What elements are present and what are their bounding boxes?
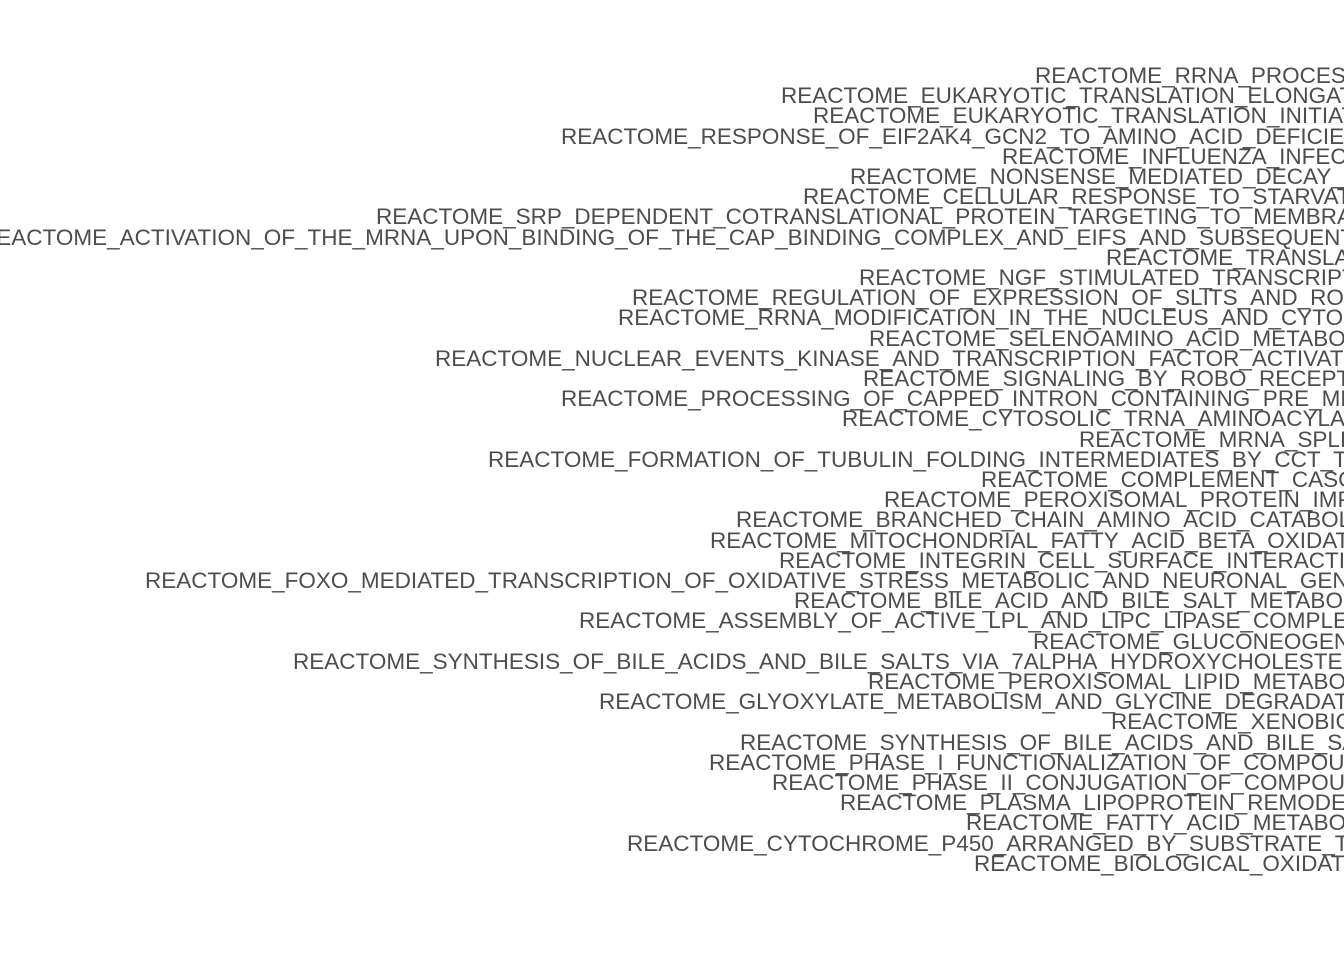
y-tick-label: REACTOME_SIGNALING_BY_ROBO_RECEPTORS <box>863 366 1344 391</box>
y-tick-label: REACTOME_NUCLEAR_EVENTS_KINASE_AND_TRANS… <box>435 345 1344 371</box>
y-tick-label: REACTOME_CYTOSOLIC_TRNA_AMINOACYLATION <box>842 406 1344 432</box>
y-tick-label: REACTOME_INTEGRIN_CELL_SURFACE_INTERACTI… <box>779 547 1344 573</box>
y-tick-label: REACTOME_FORMATION_OF_TUBULIN_FOLDING_IN… <box>488 446 1344 472</box>
y-tick-label: REACTOME_RRNA_MODIFICATION_IN_THE_NUCLEU… <box>618 305 1344 331</box>
y-tick-label: REACTOME_TRANSLATION <box>1106 244 1344 270</box>
y-tick-label: REACTOME_SYNTHESIS_OF_BILE_ACIDS_AND_BIL… <box>293 648 1344 674</box>
y-tick-label: REACTOME_CELLULAR_RESPONSE_TO_STARVATION <box>803 184 1344 210</box>
y-tick-label: REACTOME_COMPLEMENT_CASCADE <box>981 467 1344 492</box>
y-tick-label: REACTOME_FOXO_MEDIATED_TRANSCRIPTION_OF_… <box>145 568 1344 593</box>
y-tick-label: REACTOME_SYNTHESIS_OF_BILE_ACIDS_AND_BIL… <box>740 729 1344 755</box>
y-tick-label: REACTOME_INFLUENZA_INFECTION <box>1002 143 1344 169</box>
y-tick-label: REACTOME_GLYOXYLATE_METABOLISM_AND_GLYCI… <box>599 689 1344 715</box>
y-tick-label: REACTOME_BRANCHED_CHAIN_AMINO_ACID_CATAB… <box>736 507 1344 533</box>
y-tick-label: REACTOME_NONSENSE_MEDIATED_DECAY_NMD <box>850 164 1344 189</box>
y-tick-label: REACTOME_BILE_ACID_AND_BILE_SALT_METABOL… <box>794 588 1344 614</box>
y-tick-label: REACTOME_MITOCHONDRIAL_FATTY_ACID_BETA_O… <box>710 527 1344 553</box>
y-tick-label: REACTOME_EUKARYOTIC_TRANSLATION_INITIATI… <box>813 103 1344 129</box>
y-tick-label: REACTOME_PROCESSING_OF_CAPPED_INTRON_CON… <box>561 386 1344 412</box>
y-tick-label: REACTOME_ASSEMBLY_OF_ACTIVE_LPL_AND_LIPC… <box>579 608 1344 634</box>
y-tick-label: REACTOME_ACTIVATION_OF_THE_MRNA_UPON_BIN… <box>0 224 1344 250</box>
y-tick-label: REACTOME_REGULATION_OF_EXPRESSION_OF_SLI… <box>632 285 1344 311</box>
y-tick-label: REACTOME_PHASE_II_CONJUGATION_OF_COMPOUN… <box>772 770 1344 795</box>
y-tick-label: REACTOME_NGF_STIMULATED_TRANSCRIPTION <box>859 265 1344 290</box>
y-tick-label: REACTOME_SRP_DEPENDENT_COTRANSLATIONAL_P… <box>376 204 1344 230</box>
y-tick-label: REACTOME_EUKARYOTIC_TRANSLATION_ELONGATI… <box>781 83 1344 109</box>
y-tick-label: REACTOME_RESPONSE_OF_EIF2AK4_GCN2_TO_AMI… <box>561 123 1344 149</box>
y-tick-label: REACTOME_XENOBIOTICS <box>1111 709 1344 735</box>
y-tick-label: REACTOME_GLUCONEOGENESIS <box>1033 628 1344 654</box>
y-tick-label: REACTOME_SELENOAMINO_ACID_METABOLISM <box>869 325 1344 351</box>
y-tick-label: REACTOME_CYTOCHROME_P450_ARRANGED_BY_SUB… <box>627 830 1344 856</box>
y-tick-label: REACTOME_BIOLOGICAL_OXIDATIONS <box>974 850 1344 876</box>
y-tick-label: REACTOME_FATTY_ACID_METABOLISM <box>966 810 1344 836</box>
y-tick-label: REACTOME_PEROXISOMAL_LIPID_METABOLISM <box>868 669 1344 694</box>
y-tick-label: REACTOME_PHASE_I_FUNCTIONALIZATION_OF_CO… <box>709 749 1344 775</box>
y-tick-label: REACTOME_RRNA_PROCESSING <box>1035 63 1344 88</box>
y-tick-label: REACTOME_MRNA_SPLICING <box>1079 426 1344 452</box>
y-tick-label: REACTOME_PEROXISOMAL_PROTEIN_IMPORT <box>884 487 1344 513</box>
y-tick-label: REACTOME_PLASMA_LIPOPROTEIN_REMODELING <box>840 790 1344 816</box>
